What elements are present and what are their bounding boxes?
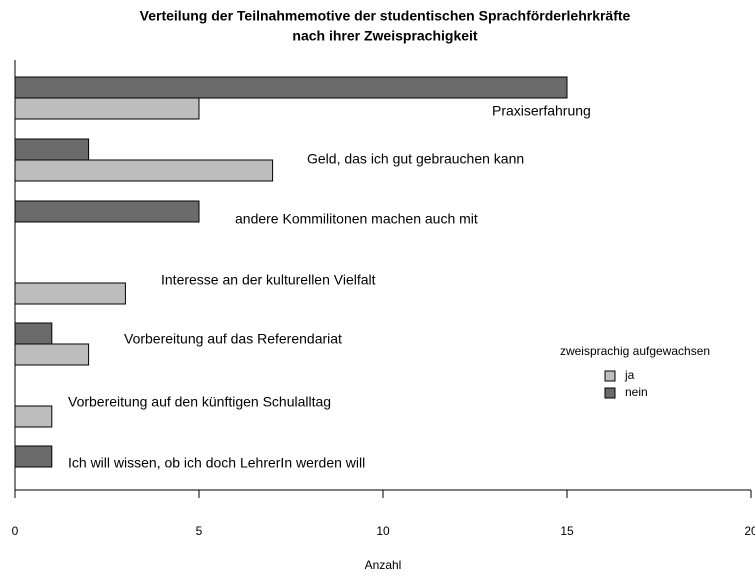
bar-label: Vorbereitung auf das Referendariat [124, 331, 342, 347]
bar-label: Vorbereitung auf den künftigen Schulallt… [68, 394, 331, 410]
x-tick-label: 0 [12, 524, 19, 538]
chart-title: nach ihrer Zweisprachigkeit [292, 28, 478, 44]
x-tick-label: 5 [196, 524, 203, 538]
bar [14, 200, 200, 223]
bar [14, 138, 90, 161]
bar-label: Ich will wissen, ob ich doch LehrerIn we… [68, 455, 365, 471]
legend-swatch [604, 370, 616, 382]
x-axis-label: Anzahl [365, 558, 402, 572]
x-tick-label: 15 [560, 524, 574, 538]
bar [14, 405, 53, 428]
legend-label: ja [624, 368, 635, 382]
x-tick-label: 10 [376, 524, 390, 538]
x-tick-label: 20 [744, 524, 755, 538]
bar [14, 322, 53, 345]
bar [14, 159, 274, 182]
legend-swatch [604, 387, 616, 399]
bar-label: Praxiserfahrung [492, 103, 591, 119]
chart-title: Verteilung der Teilnahmemotive der stude… [140, 8, 631, 24]
bar [14, 76, 568, 99]
bar [14, 445, 53, 468]
bar [14, 343, 90, 366]
legend-title: zweisprachig aufgewachsen [560, 344, 710, 358]
bar [14, 97, 200, 120]
bar [14, 282, 126, 305]
bar-label: Interesse an der kulturellen Vielfalt [161, 272, 376, 288]
legend-label: nein [625, 385, 648, 399]
bar-label: Geld, das ich gut gebrauchen kann [307, 151, 524, 167]
bar-label: andere Kommilitonen machen auch mit [235, 211, 478, 227]
